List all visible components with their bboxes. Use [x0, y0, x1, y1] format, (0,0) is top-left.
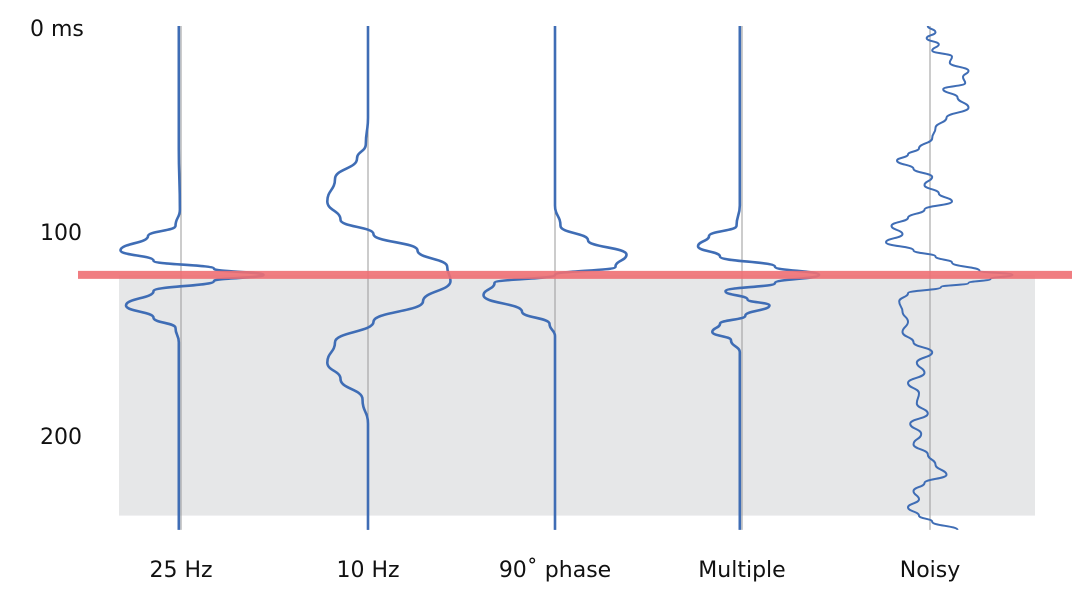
- shaded-region: [119, 274, 1035, 516]
- trace-label-25hz: 25 Hz: [149, 558, 212, 583]
- trace-label-noisy: Noisy: [900, 558, 961, 583]
- trace-4: [885, 25, 1014, 531]
- y-tick-label-100: 100: [40, 221, 82, 246]
- trace-label-10hz: 10 Hz: [336, 558, 399, 583]
- trace-label-multiple: Multiple: [698, 558, 785, 583]
- trace-3: [696, 26, 821, 530]
- y-tick-label-0: 0 ms: [30, 17, 84, 42]
- y-tick-label-200: 200: [40, 425, 82, 450]
- trace-1: [326, 26, 452, 530]
- trace-label-90-phase: 90˚ phase: [499, 558, 611, 583]
